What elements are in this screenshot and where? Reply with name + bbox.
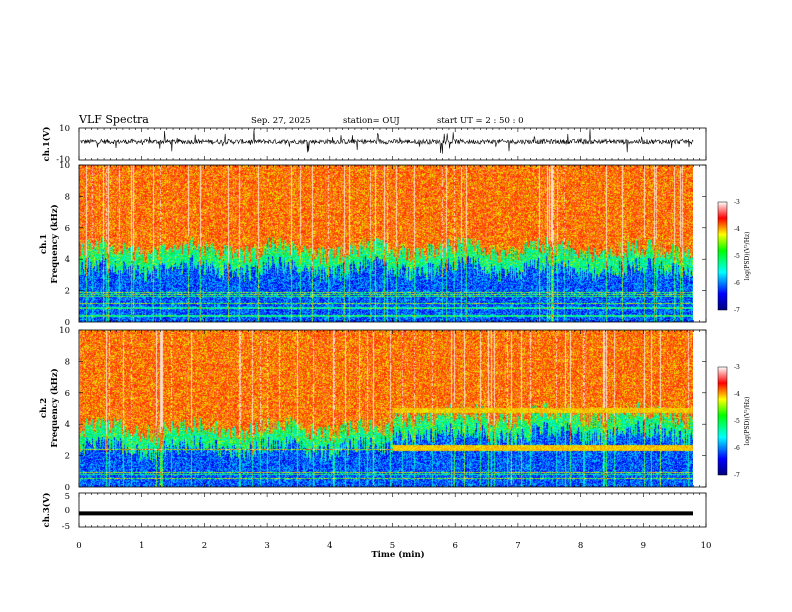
ch3-ytick-mid: 0 xyxy=(65,506,70,516)
x-tick-label: 9 xyxy=(641,541,646,551)
ch2-colorbar-label: log(PSD)(V²/Hz) xyxy=(744,397,751,446)
ch1-spectrogram-ylabel-a: ch.1 xyxy=(39,234,49,254)
ch2-spectrogram-ylabel-b: Frequency (kHz) xyxy=(49,368,60,447)
y-tick-label: 8 xyxy=(65,192,70,202)
colorbar-tick-label: -4 xyxy=(734,226,740,233)
y-tick-label: 10 xyxy=(59,161,70,171)
x-tick-label: 0 xyxy=(76,541,81,551)
y-tick-label: 6 xyxy=(65,224,70,234)
x-tick-label: 2 xyxy=(202,541,207,551)
figure-title: VLF Spectra xyxy=(78,113,149,126)
colorbar-tick-label: -5 xyxy=(734,253,740,260)
start-time-label: start UT = 2 : 50 : 0 xyxy=(437,116,524,126)
time-axis-labels: 0 1 2 3 4 5 6 7 8 9 10 xyxy=(76,541,711,551)
y-tick-label: 4 xyxy=(65,255,70,265)
ch1-colorbar-label: log(PSD)(V²/Hz) xyxy=(744,232,751,281)
ch1-colorbar-gradient xyxy=(717,201,728,311)
ch2-spectrogram-image xyxy=(79,330,693,487)
x-tick-label: 6 xyxy=(452,541,457,551)
ch1-spectrogram-panel: 0 2 4 6 8 10 ch.1 Frequency (kHz) xyxy=(39,161,707,328)
time-axis-title: Time (min) xyxy=(371,549,424,560)
ch1-waveform-frame xyxy=(78,127,707,161)
time-axis-ticks xyxy=(78,128,707,527)
ch3-ytick-bottom: -5 xyxy=(62,522,70,532)
ch1-ytick-top: 10 xyxy=(59,124,70,134)
x-tick-label: 1 xyxy=(139,541,144,551)
ch3-waveform-frame xyxy=(78,492,707,528)
ch3-ytick-top: 5 xyxy=(65,492,70,502)
ch2-freq-ticks: 0 2 4 6 8 10 xyxy=(59,326,706,493)
date-label: Sep. 27, 2025 xyxy=(251,116,311,126)
colorbar-tick-label: -7 xyxy=(734,472,740,479)
colorbar-tick-label: -4 xyxy=(734,391,740,398)
ch1-ylabel: ch.1(V) xyxy=(41,127,52,162)
y-tick-label: 10 xyxy=(59,326,70,336)
ch3-ylabel: ch.3(V) xyxy=(41,493,52,528)
y-tick-label: 2 xyxy=(65,287,70,297)
ch1-freq-ticks: 0 2 4 6 8 10 xyxy=(59,161,706,328)
ch2-spectrogram-ylabel-a: ch.2 xyxy=(39,398,49,418)
colorbar-tick-label: -6 xyxy=(734,445,740,452)
ch1-ytick-bottom: -10 xyxy=(56,155,70,165)
x-tick-label: 4 xyxy=(327,541,332,551)
ch1-colorbar: -3 -4 -5 -6 -7 log(PSD)(V²/Hz) xyxy=(717,199,751,314)
ch2-spectrogram-panel: 0 2 4 6 8 10 ch.2 Frequency (kHz) xyxy=(39,326,707,493)
ch1-waveform-panel: 10 -10 ch.1(V) xyxy=(41,124,707,165)
y-tick-label: 0 xyxy=(65,483,70,493)
x-tick-label: 3 xyxy=(264,541,269,551)
ch2-colorbar-gradient xyxy=(717,366,728,476)
x-tick-label: 8 xyxy=(578,541,583,551)
colorbar-tick-label: -6 xyxy=(734,280,740,287)
y-tick-label: 4 xyxy=(65,420,70,430)
x-tick-label: 5 xyxy=(390,541,395,551)
y-tick-label: 0 xyxy=(65,318,70,328)
ch1-spectrogram-ylabel-b: Frequency (kHz) xyxy=(49,204,60,283)
colorbar-tick-label: -3 xyxy=(734,364,740,371)
colorbar-tick-label: -5 xyxy=(734,418,740,425)
x-tick-label: 10 xyxy=(701,541,712,551)
ch1-waveform-trace xyxy=(79,128,694,154)
station-label: station= OUJ xyxy=(343,116,400,126)
y-tick-label: 6 xyxy=(65,389,70,399)
colorbar-tick-label: -3 xyxy=(734,199,740,206)
y-tick-label: 2 xyxy=(65,452,70,462)
ch2-colorbar: -3 -4 -5 -6 -7 log(PSD)(V²/Hz) xyxy=(717,364,751,479)
ch1-spectrogram-image xyxy=(79,165,693,322)
x-tick-label: 7 xyxy=(515,541,520,551)
y-tick-label: 8 xyxy=(65,357,70,367)
colorbar-tick-label: -7 xyxy=(734,307,740,314)
